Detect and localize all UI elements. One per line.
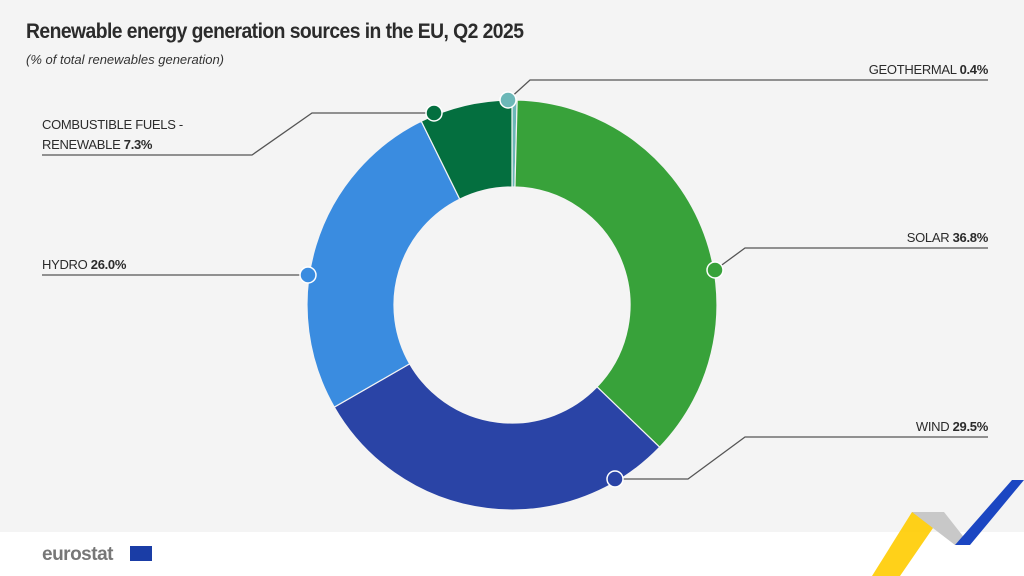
leader-solar [714,247,988,271]
leader-combustible [42,112,434,156]
leader-wind [615,436,988,480]
slice-hydro [306,120,461,408]
label-hydro: HYDRO 26.0% [42,257,127,272]
leader-geothermal [507,79,988,101]
eurostat-ribbon [872,480,1024,576]
eurostat-logo: eurostat [42,544,113,565]
label-combustible: COMBUSTIBLE FUELS - RENEWABLE 7.3% [42,117,183,152]
eu-flag-icon [130,546,152,561]
chart-subtitle: (% of total renewables generation) [26,52,225,67]
marker-solar [706,261,724,279]
marker-combustible-fuels-renewable [425,104,443,122]
label-wind: WIND 29.5% [915,419,988,434]
marker-wind [606,470,624,488]
slice-solar [514,99,718,449]
marker-geothermal [499,91,517,109]
slice-wind [333,362,661,511]
label-solar: SOLAR 36.8% [906,230,989,245]
chart-title: Renewable energy generation sources in t… [26,20,524,43]
label-geothermal: GEOTHERMAL 0.4% [868,62,989,77]
marker-hydro [299,266,317,284]
